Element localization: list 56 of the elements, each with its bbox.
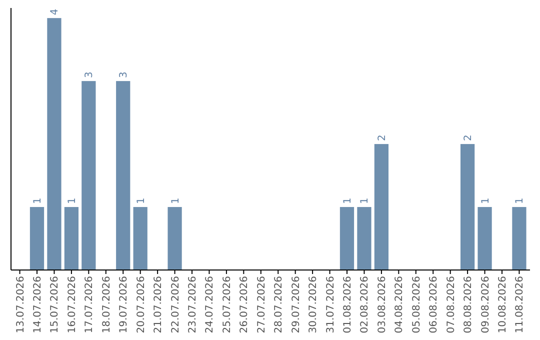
x-tick-label: 24.07.2026 [204, 276, 216, 334]
bar [512, 207, 526, 270]
x-tick-label: 01.08.2026 [342, 276, 354, 334]
x-tick-label: 21.07.2026 [153, 276, 164, 334]
x-tick-label: 16.07.2026 [66, 276, 78, 334]
data-label: 3 [84, 72, 96, 78]
x-tick-label: 27.07.2026 [256, 276, 268, 334]
x-tick-label: 03.08.2026 [376, 276, 388, 334]
x-tick-label: 10.08.2026 [497, 276, 508, 334]
data-label: 3 [118, 72, 130, 78]
data-label: 1 [342, 198, 354, 204]
x-tick-label: 08.08.2026 [463, 276, 474, 334]
bar [478, 207, 492, 270]
x-tick-label: 25.07.2026 [222, 276, 233, 334]
bar [357, 207, 372, 270]
x-tick-label: 02.08.2026 [360, 276, 371, 334]
x-tick-label: 23.07.2026 [188, 276, 198, 334]
data-label: 1 [170, 198, 182, 204]
x-tick-label: 11.08.2026 [514, 276, 526, 334]
data-label: 4 [50, 8, 61, 16]
data-label: 1 [32, 198, 44, 204]
data-label: 1 [360, 198, 371, 204]
x-tick-label: 04.08.2026 [394, 276, 406, 334]
x-tick-label: 26.07.2026 [239, 276, 250, 334]
x-tick-label: 06.08.2026 [428, 276, 440, 334]
x-tick-label: 14.07.2026 [32, 276, 44, 334]
data-label: 2 [463, 134, 474, 142]
x-tick-label: 15.07.2026 [50, 276, 61, 334]
bar [340, 207, 354, 270]
x-tick-label: 20.07.2026 [136, 276, 147, 334]
x-tick-label: 29.07.2026 [290, 276, 302, 334]
bar [116, 81, 130, 270]
x-tick-label: 18.07.2026 [101, 276, 112, 334]
data-label: 2 [376, 134, 388, 142]
x-tick-label: 05.08.2026 [411, 276, 422, 334]
data-label: 1 [66, 198, 78, 204]
bar [133, 207, 148, 270]
data-label: 1 [480, 198, 492, 204]
x-tick-label: 17.07.2026 [84, 276, 96, 334]
bar [30, 207, 44, 270]
bar [374, 144, 389, 270]
x-tick-label: 31.07.2026 [325, 276, 336, 334]
x-tick-label: 30.07.2026 [308, 276, 320, 334]
x-tick-label: 19.07.2026 [118, 276, 130, 334]
data-label: 1 [136, 198, 147, 204]
bar [64, 207, 79, 270]
bar [47, 18, 62, 270]
x-tick-label: 13.07.2026 [15, 276, 26, 334]
x-tick-label: 09.08.2026 [480, 276, 492, 334]
x-tick-label: 28.07.2026 [274, 276, 285, 334]
data-label: 1 [514, 198, 526, 204]
bar [460, 144, 475, 270]
x-tick-label: 07.08.2026 [446, 276, 457, 334]
bar [168, 207, 182, 270]
x-tick-label: 22.07.2026 [170, 276, 182, 334]
bar [82, 81, 96, 270]
